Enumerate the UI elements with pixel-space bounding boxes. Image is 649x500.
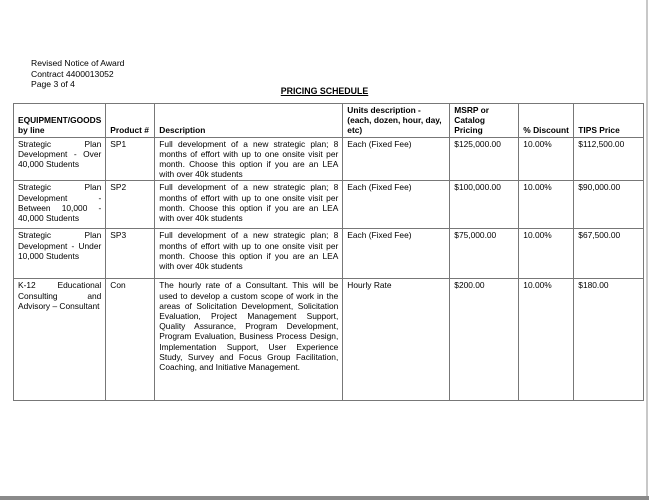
table-row: Strategic Plan Development - Over 40,000…: [12, 136, 645, 182]
column-header: Product #: [105, 103, 156, 138]
table-cell: 10.00%: [518, 228, 575, 280]
table-cell: Full development of a new strategic plan…: [154, 228, 344, 280]
table-cell: K-12 Educational Consulting and Advisory…: [12, 278, 107, 402]
table-cell: $90,000.00: [573, 180, 645, 230]
table-row: Strategic Plan Development - Under 10,00…: [12, 228, 645, 280]
table-row: K-12 Educational Consulting and Advisory…: [12, 278, 645, 402]
table-cell: $180.00: [573, 278, 645, 402]
contract-number: Contract 4400013052: [31, 68, 114, 79]
column-header: EQUIPMENT/GOODS by line: [12, 103, 107, 138]
notice-title: Revised Notice of Award: [31, 58, 125, 68]
column-header: MSRP or Catalog Pricing: [449, 103, 520, 138]
table-cell: Con: [105, 278, 156, 402]
table-cell: $75,000.00: [449, 228, 520, 280]
table-cell: Strategic Plan Development - Under 10,00…: [12, 228, 107, 280]
column-header: TIPS Price: [573, 103, 645, 138]
page-number: Page 3 of 4: [31, 79, 75, 89]
table-cell: Hourly Rate: [342, 278, 451, 402]
table-cell: Strategic Plan Development - Over 40,000…: [12, 136, 107, 182]
column-header: Description: [154, 103, 344, 138]
table-cell: 10.00%: [518, 136, 575, 182]
table-cell: Full development of a new strategic plan…: [154, 136, 344, 182]
table-cell: Each (Fixed Fee): [342, 136, 451, 182]
table-cell: The hourly rate of a Consultant. This wi…: [154, 278, 344, 402]
table-cell: $112,500.00: [573, 136, 645, 182]
page-title: PRICING SCHEDULE: [280, 86, 369, 96]
viewer-bottom-edge: [0, 496, 649, 500]
table-cell: Each (Fixed Fee): [342, 228, 451, 280]
table-row: Strategic Plan Development - Between 10,…: [12, 180, 645, 230]
table-cell: SP3: [105, 228, 156, 280]
table-cell: Full development of a new strategic plan…: [154, 180, 344, 230]
pricing-table: EQUIPMENT/GOODS by line Product # Descript…: [12, 103, 645, 402]
table-header-row: EQUIPMENT/GOODS by line Product # Descript…: [12, 103, 645, 138]
column-header: Units description - (each, dozen, hour, …: [342, 103, 451, 138]
table-cell: 10.00%: [518, 180, 575, 230]
table-cell: $67,500.00: [573, 228, 645, 280]
column-header: % Discount: [518, 103, 575, 138]
table-cell: Each (Fixed Fee): [342, 180, 451, 230]
table-cell: SP1: [105, 136, 156, 182]
table-cell: $200.00: [449, 278, 520, 402]
table-cell: SP2: [105, 180, 156, 230]
table-cell: Strategic Plan Development - Between 10,…: [12, 180, 107, 230]
table-cell: $100,000.00: [449, 180, 520, 230]
table-cell: 10.00%: [518, 278, 575, 402]
table-cell: $125,000.00: [449, 136, 520, 182]
document-header: Revised Notice of Award Contract 4400013…: [31, 58, 124, 90]
